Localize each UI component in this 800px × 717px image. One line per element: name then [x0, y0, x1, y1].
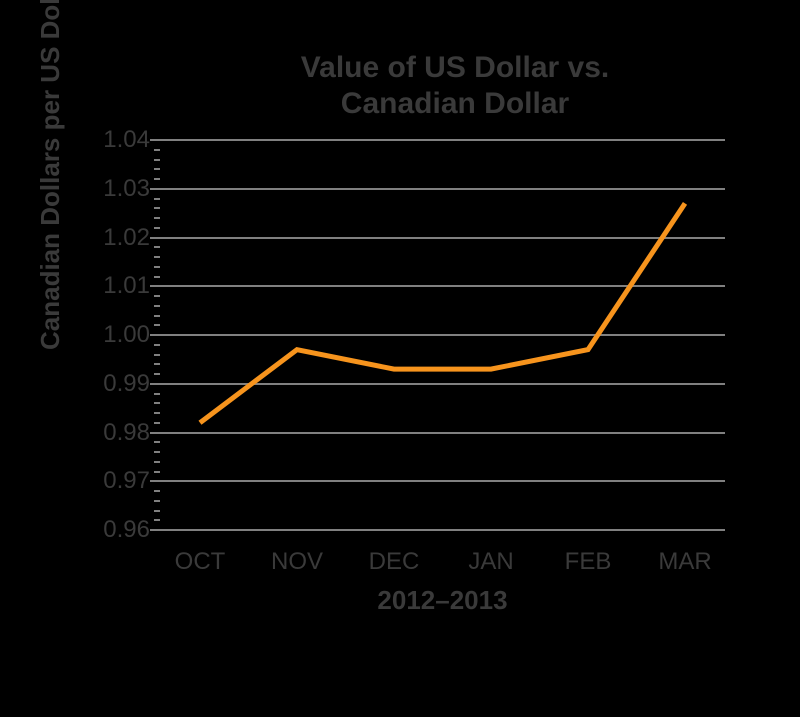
- x-tick-label: OCT: [175, 548, 226, 576]
- x-axis-label: 2012–2013: [160, 585, 725, 616]
- x-tick-label: JAN: [468, 548, 513, 576]
- y-tick-label: 0.99: [103, 370, 150, 398]
- y-major-tick: [150, 432, 160, 434]
- y-tick-label: 0.97: [103, 467, 150, 495]
- title-line-2: Canadian Dollar: [341, 87, 569, 120]
- y-major-tick: [150, 480, 160, 482]
- chart-title: Value of US Dollar vs. Canadian Dollar: [155, 50, 755, 122]
- y-tick-label: 0.98: [103, 419, 150, 447]
- y-tick-label: 0.96: [103, 516, 150, 544]
- y-major-tick: [150, 285, 160, 287]
- y-major-tick: [150, 188, 160, 190]
- y-major-tick: [150, 237, 160, 239]
- x-tick-label: DEC: [369, 548, 420, 576]
- y-tick-label: 1.04: [103, 126, 150, 154]
- x-tick-label: NOV: [271, 548, 323, 576]
- y-tick-label: 1.03: [103, 175, 150, 203]
- y-tick-label: 1.00: [103, 321, 150, 349]
- y-major-tick: [150, 334, 160, 336]
- x-tick-label: FEB: [565, 548, 612, 576]
- y-major-tick: [150, 383, 160, 385]
- y-tick-label: 1.01: [103, 272, 150, 300]
- y-major-tick: [150, 529, 160, 531]
- x-tick-label: MAR: [658, 548, 711, 576]
- line-series: [160, 140, 725, 530]
- y-axis-label: Canadian Dollars per US Dollar: [35, 0, 66, 350]
- exchange-rate-chart: Value of US Dollar vs. Canadian Dollar C…: [65, 50, 755, 660]
- y-tick-label: 1.02: [103, 224, 150, 252]
- y-major-tick: [150, 139, 160, 141]
- title-line-1: Value of US Dollar vs.: [301, 51, 609, 84]
- plot-area: 0.960.970.980.991.001.011.021.031.04OCTN…: [160, 140, 725, 530]
